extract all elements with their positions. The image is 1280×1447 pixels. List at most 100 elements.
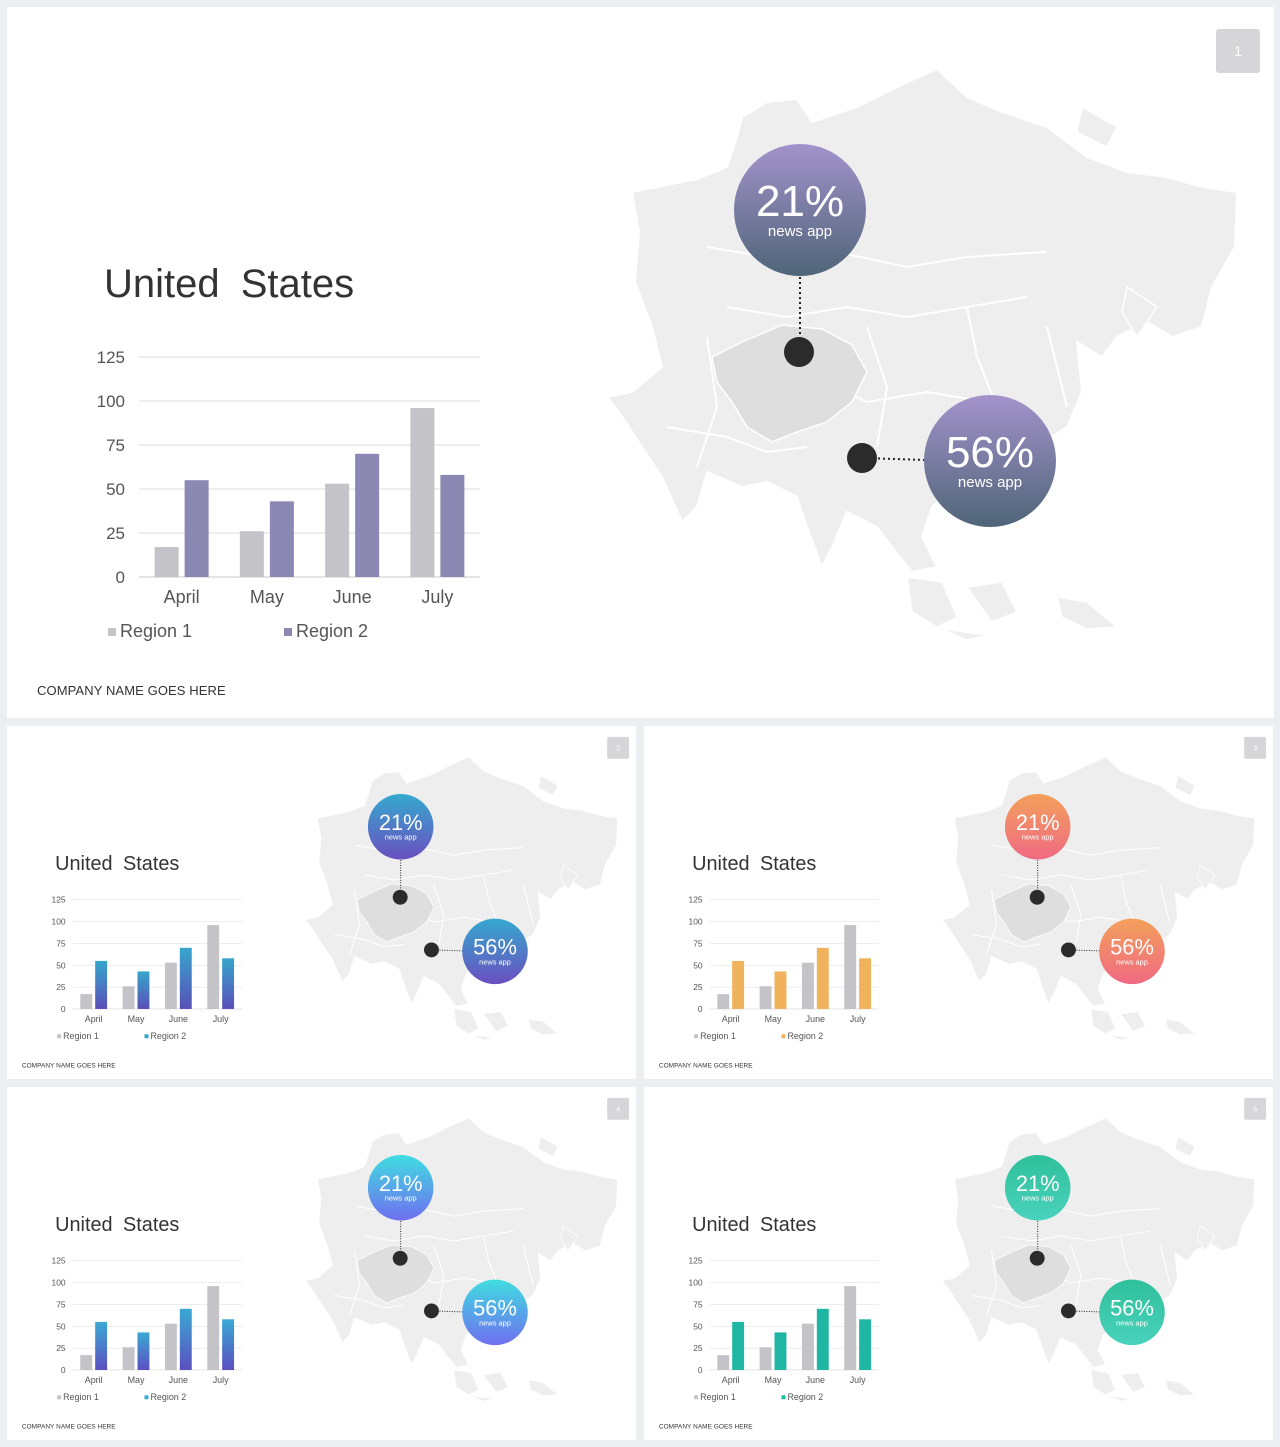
- slide-content: 5 United States COMPANY NAME GOES HERE 21% n…: [644, 1087, 1273, 1440]
- map-border: [866, 326, 889, 448]
- y-tick-label: 125: [52, 895, 66, 905]
- slide-thumb-3[interactable]: 3 United States COMPANY NAME GOES HERE 21% n…: [644, 726, 1273, 1079]
- bar-region-2-july: [440, 474, 465, 577]
- map-border: [522, 1245, 534, 1286]
- bar-chart: 0 25 50 75 100 125 April May June July Region 1 Reg…: [689, 895, 879, 1041]
- slide-thumb-4[interactable]: 4 United States COMPANY NAME GOES HERE 21% n…: [7, 1087, 636, 1440]
- x-tick-label: April: [85, 1014, 103, 1024]
- slide-number-badge: 2: [607, 736, 630, 759]
- stat-label: news app: [1116, 957, 1148, 967]
- map-border: [966, 306, 998, 408]
- map-island: [1090, 1369, 1117, 1396]
- bar-chart: 0 25 50 75 100 125 April May June July Region 1 Reg…: [52, 895, 242, 1041]
- bar-region-2-july: [859, 1319, 872, 1370]
- y-tick-label: 50: [56, 1321, 66, 1331]
- map-border: [1070, 884, 1082, 945]
- bar-region-2-april: [732, 1321, 745, 1370]
- slide-number-badge: 3: [1244, 736, 1267, 759]
- x-tick-label: May: [765, 1014, 782, 1024]
- legend-swatch: [57, 1034, 62, 1039]
- y-tick-label: 75: [56, 1299, 66, 1309]
- chart-title: United States: [692, 1213, 817, 1236]
- map-border: [1070, 1245, 1082, 1306]
- y-tick-label: 125: [689, 1256, 703, 1266]
- map-border: [971, 934, 1042, 948]
- stat-bubble-2: 56% news app: [462, 918, 528, 985]
- slide-content: 3 United States COMPANY NAME GOES HERE 21% n…: [644, 726, 1273, 1079]
- chart-title: United States: [104, 262, 355, 306]
- x-tick-label: July: [421, 587, 453, 607]
- map-island: [941, 628, 988, 641]
- y-tick-label: 100: [689, 917, 703, 927]
- map-border: [986, 889, 997, 955]
- legend-label: Region 2: [787, 1392, 823, 1402]
- y-tick-label: 0: [61, 1004, 66, 1014]
- slide-content: 4 United States COMPANY NAME GOES HERE 21% n…: [7, 1087, 636, 1440]
- bar-region-2-may: [774, 1332, 787, 1370]
- map-border: [483, 1235, 499, 1286]
- map-island: [1197, 864, 1216, 891]
- map-marker-dot: [847, 443, 877, 473]
- y-tick-label: 25: [56, 1343, 66, 1353]
- slide-main[interactable]: 1 United States COMPANY NAME GOES HERE 21% n…: [7, 7, 1274, 718]
- map-island: [1119, 1372, 1146, 1393]
- map-island: [1055, 596, 1119, 630]
- bar-region-1-july: [844, 1286, 857, 1370]
- legend-label: Region 1: [63, 1031, 99, 1041]
- y-tick-label: 0: [116, 568, 125, 587]
- map-border: [1001, 869, 1151, 881]
- legend-label: Region 1: [700, 1031, 736, 1041]
- map-marker-dot: [424, 1303, 439, 1319]
- stat-label: news app: [1116, 1318, 1148, 1328]
- legend-swatch: [108, 628, 116, 636]
- map-island: [560, 1225, 579, 1252]
- slide-content: 2 United States COMPANY NAME GOES HERE 21% n…: [7, 726, 636, 1079]
- legend-swatch: [284, 628, 292, 636]
- x-tick-label: April: [85, 1375, 103, 1385]
- stat-label: news app: [384, 833, 417, 842]
- map-island: [1197, 1225, 1216, 1252]
- bar-region-1-april: [154, 547, 179, 577]
- chart-title: United States: [692, 852, 817, 875]
- bar-region-2-june: [179, 947, 192, 1009]
- company-name-footer: COMPANY NAME GOES HERE: [21, 1422, 116, 1431]
- y-tick-label: 100: [97, 392, 125, 411]
- bar-region-2-june: [816, 1308, 829, 1370]
- legend-swatch: [144, 1034, 149, 1039]
- map-island: [1108, 1395, 1131, 1402]
- chart-title: United States: [55, 852, 180, 875]
- stat-value: 21%: [378, 810, 423, 835]
- legend-swatch: [694, 1395, 699, 1400]
- x-tick-label: July: [850, 1014, 866, 1024]
- bar-region-1-june: [164, 962, 177, 1009]
- y-tick-label: 100: [52, 917, 66, 927]
- bar-region-1-may: [759, 986, 772, 1009]
- bar-region-2-june: [179, 1308, 192, 1370]
- map-island: [1174, 1136, 1196, 1158]
- y-tick-label: 100: [689, 1278, 703, 1288]
- bar-region-2-april: [95, 960, 108, 1009]
- slide-thumb-5[interactable]: 5 United States COMPANY NAME GOES HERE 21% n…: [644, 1087, 1273, 1440]
- stat-value: 56%: [473, 1296, 517, 1321]
- map-island: [560, 864, 579, 891]
- bar-region-2-june: [355, 453, 380, 577]
- x-tick-label: July: [213, 1014, 229, 1024]
- y-tick-label: 75: [106, 436, 125, 455]
- map-border: [1120, 874, 1136, 925]
- stat-value: 21%: [1015, 1171, 1060, 1196]
- stat-label: news app: [479, 957, 511, 967]
- bar-region-1-april: [717, 994, 730, 1009]
- x-tick-label: April: [722, 1014, 740, 1024]
- map-island: [1174, 775, 1196, 797]
- legend-label: Region 1: [63, 1392, 99, 1402]
- x-tick-label: June: [169, 1375, 188, 1385]
- map-island: [1076, 105, 1118, 149]
- slide-thumb-2[interactable]: 2 United States COMPANY NAME GOES HERE 21% n…: [7, 726, 636, 1079]
- map-highlight-region: [356, 883, 435, 943]
- bar-region-1-july: [844, 925, 857, 1009]
- bar-region-2-april: [184, 480, 209, 577]
- map-island: [537, 775, 559, 797]
- map-marker-dot: [392, 1250, 408, 1266]
- y-tick-label: 25: [693, 1343, 703, 1353]
- bar-region-2-may: [774, 971, 787, 1009]
